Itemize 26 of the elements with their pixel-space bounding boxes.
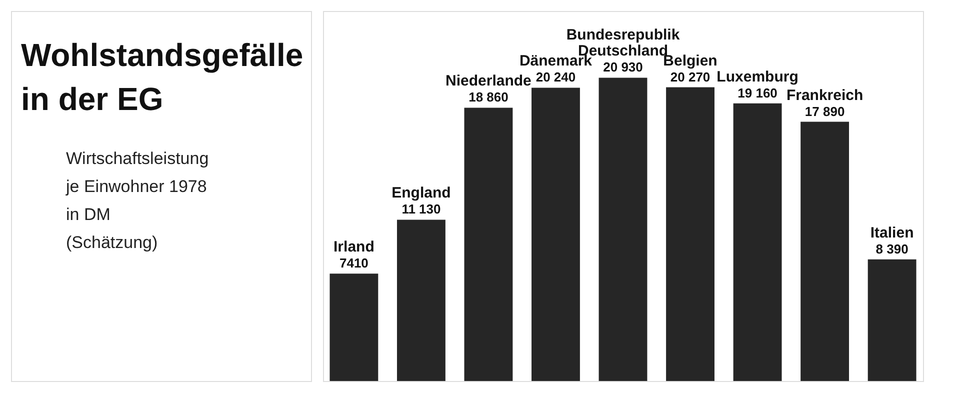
x-tick-label: Irland: [334, 238, 374, 256]
bar: [396, 220, 446, 381]
x-tick-label: Frankreich: [786, 86, 864, 104]
x-tick-label: England: [392, 184, 451, 202]
bar: [868, 259, 916, 381]
x-tick-label: Italien: [870, 224, 914, 242]
data-label: 20 930: [603, 60, 643, 75]
data-label: 18 860: [468, 90, 508, 105]
data-label: 20 270: [670, 69, 710, 84]
data-label: 11 130: [402, 202, 441, 217]
data-label: 8 390: [876, 241, 908, 256]
bar: [532, 88, 580, 381]
data-label: 7410: [339, 256, 368, 271]
bar: [330, 274, 378, 381]
chart-title: Wohlstandsgefälle in der EG: [21, 37, 304, 117]
bar: [800, 122, 850, 381]
text: Wirtschaftsleistung je Einwohner 1978 in DM (Schätzung): [65, 149, 209, 252]
data-label: 19 160: [738, 85, 778, 100]
bar: [598, 78, 648, 381]
x-tick-label: Luxemburg: [716, 68, 798, 86]
data-label: 20 240: [536, 70, 576, 85]
bar: [464, 108, 513, 381]
bar: [666, 87, 714, 381]
data-label: 17 890: [804, 104, 845, 119]
x-tick-label: Niederlande: [446, 72, 532, 90]
bar: [733, 103, 782, 381]
